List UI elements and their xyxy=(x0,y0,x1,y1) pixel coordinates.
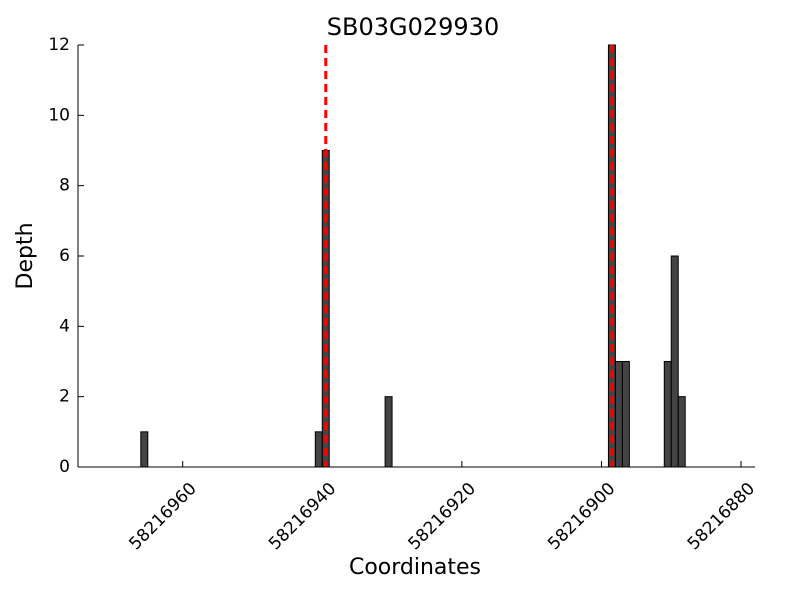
bar xyxy=(314,431,323,468)
bar xyxy=(384,396,393,468)
bar xyxy=(670,255,679,468)
bar xyxy=(663,361,672,468)
y-tick-label: 6 xyxy=(59,246,70,266)
bar xyxy=(140,431,149,468)
x-tick-label: 58216920 xyxy=(405,479,480,554)
y-tick-label: 0 xyxy=(59,457,70,477)
y-tick-label: 4 xyxy=(59,316,70,336)
x-tick-label: 58216900 xyxy=(544,479,619,554)
x-axis-label: Coordinates xyxy=(349,555,481,580)
x-tick-label: 58216940 xyxy=(265,479,340,554)
y-tick-label: 12 xyxy=(48,35,70,55)
bar xyxy=(677,396,686,468)
bar xyxy=(614,361,623,468)
x-tick-label: 58216960 xyxy=(125,479,200,554)
chart-title: SB03G029930 xyxy=(327,13,499,41)
y-tick-label: 10 xyxy=(48,105,70,125)
y-axis-label: Depth xyxy=(13,222,38,289)
y-tick-label: 2 xyxy=(59,387,70,407)
x-tick-label: 58216880 xyxy=(684,479,759,554)
y-tick-label: 8 xyxy=(59,176,70,196)
bar xyxy=(621,361,630,468)
